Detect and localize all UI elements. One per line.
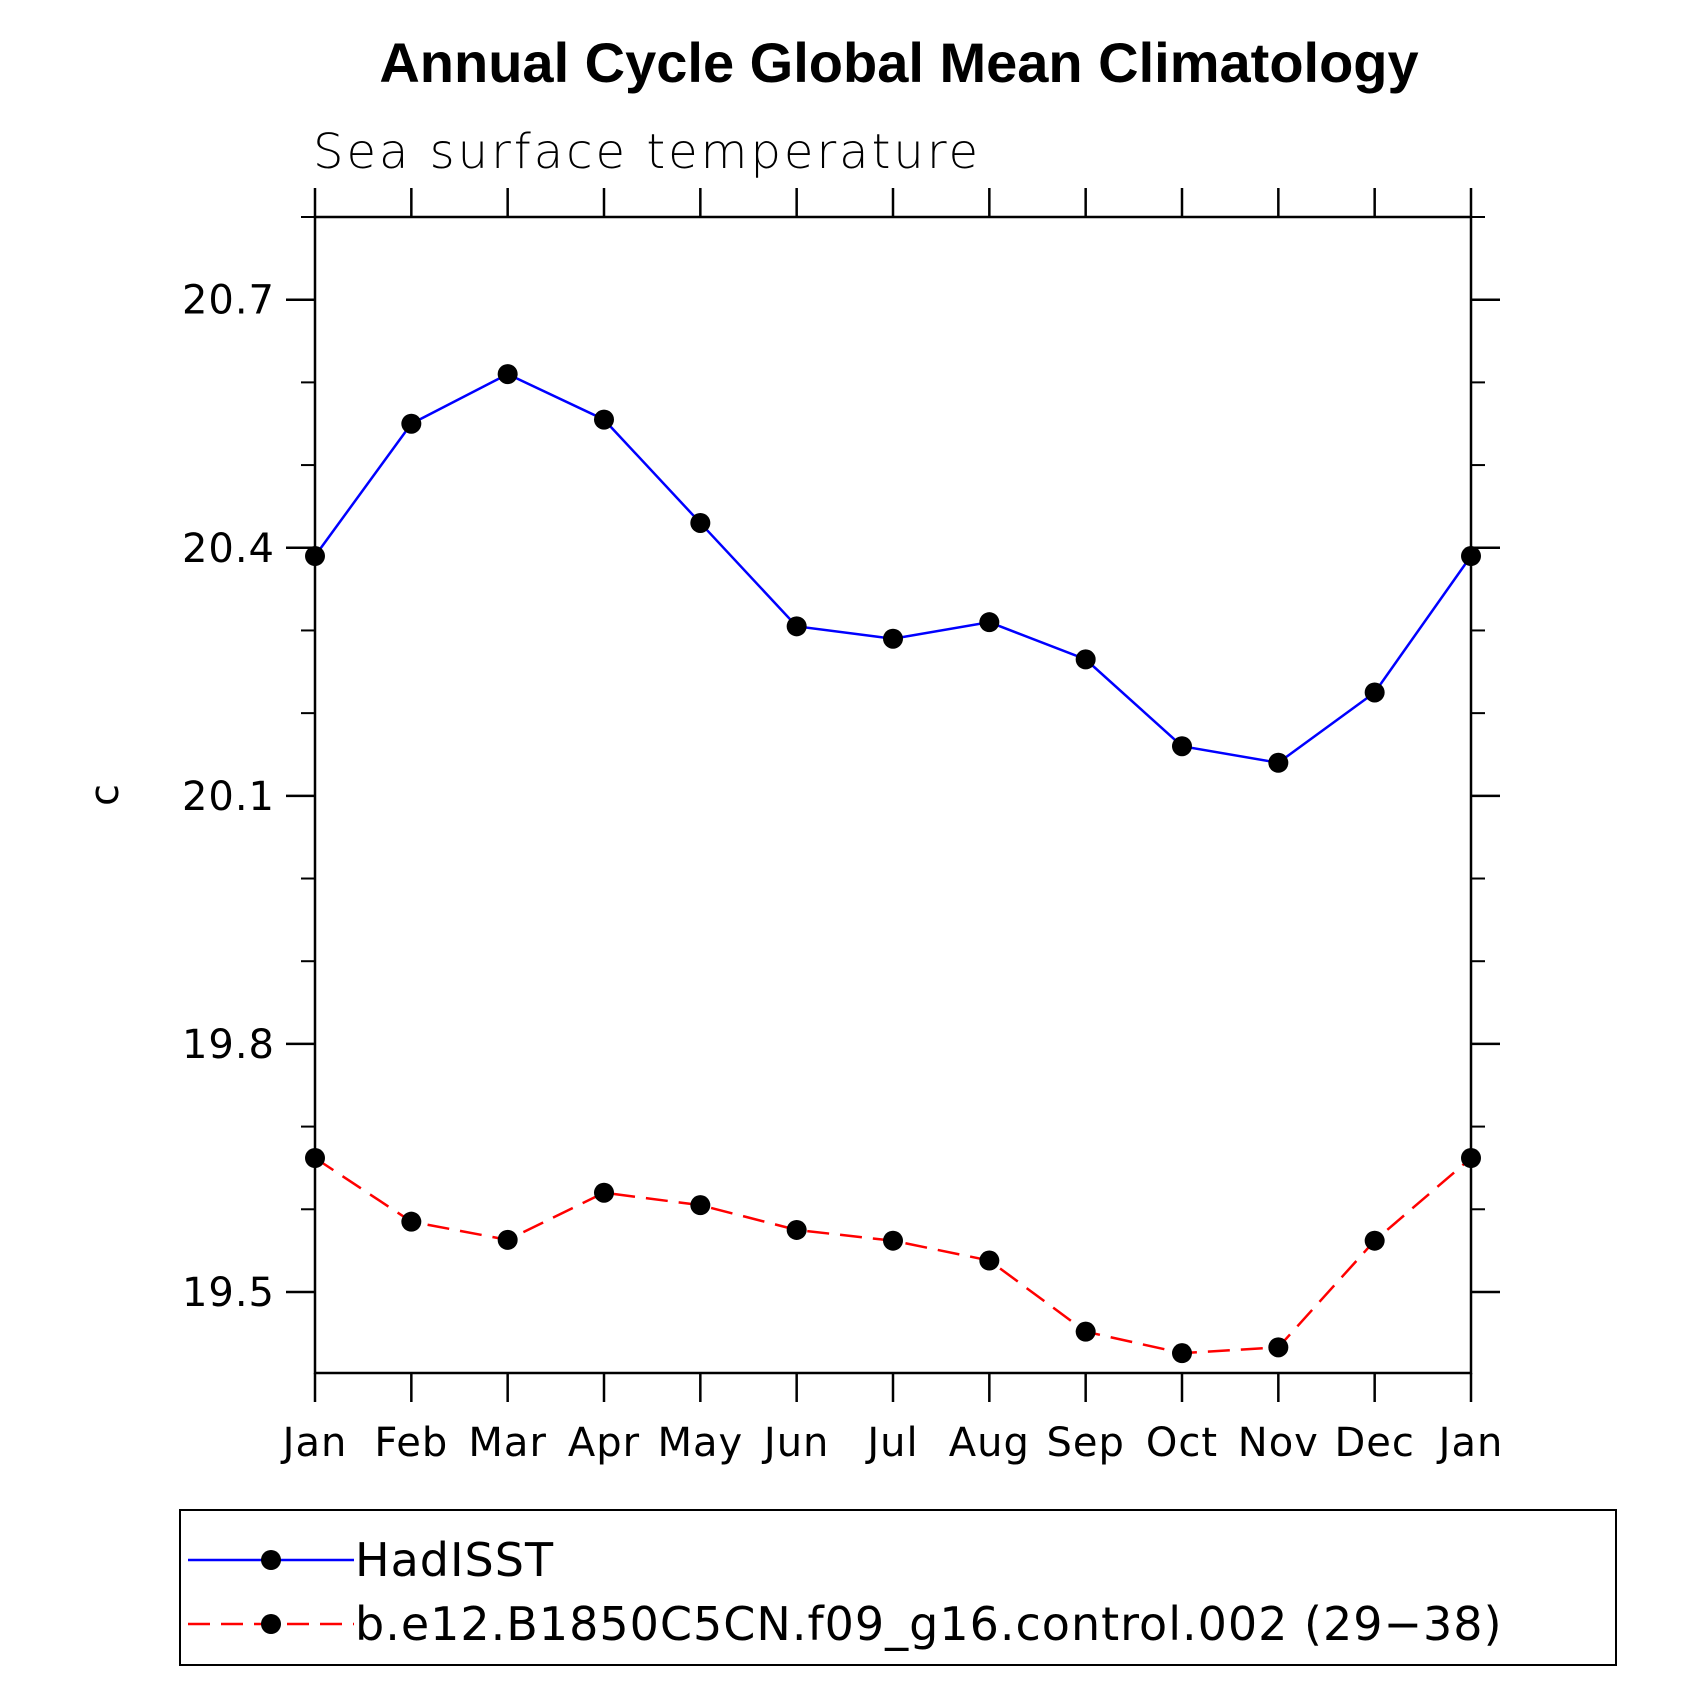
data-point <box>883 628 903 649</box>
data-point <box>594 1182 614 1203</box>
data-point <box>1268 752 1289 773</box>
y-tick-label: 19.5 <box>182 1270 275 1316</box>
data-point <box>979 1250 1000 1271</box>
x-tick-label: Aug <box>949 1420 1030 1466</box>
series-line <box>313 372 1473 765</box>
data-point <box>1268 1337 1289 1358</box>
y-tick-labels: 19.5 19.8 20.1 20.4 20.7 <box>182 278 275 1316</box>
data-point <box>305 546 325 567</box>
chart-subtitle: Sea surface temperature <box>313 124 981 180</box>
x-tick-label: Jun <box>761 1420 830 1466</box>
legend-marker <box>261 1550 281 1570</box>
data-point <box>883 1230 903 1251</box>
x-tick-label: Oct <box>1146 1420 1218 1466</box>
data-point <box>786 1219 807 1240</box>
data-point <box>1172 736 1192 757</box>
x-tick-label: May <box>657 1420 743 1466</box>
x-tick-label: Mar <box>468 1420 546 1466</box>
y-tick-label: 20.1 <box>182 774 275 820</box>
data-point <box>305 1148 325 1169</box>
chart-title: Annual Cycle Global Mean Climatology <box>379 31 1418 94</box>
x-tick-label: Jul <box>864 1420 918 1466</box>
y-tick-label: 20.7 <box>182 278 275 324</box>
legend-label: b.e12.B1850C5CN.f09_g16.control.002 (29−… <box>355 1597 1503 1651</box>
data-point <box>1172 1343 1192 1364</box>
data-point <box>1075 649 1096 670</box>
data-point <box>401 413 422 434</box>
data-point <box>1461 1148 1481 1169</box>
series-layer <box>305 364 1481 1364</box>
x-tick-labels: Jan Feb Mar Apr May Jun Jul Aug Sep Oct Nov Dec Jan <box>280 1420 1504 1466</box>
legend-marker <box>261 1614 281 1634</box>
y-axis-label: c <box>82 784 128 806</box>
data-point <box>401 1211 422 1232</box>
data-point <box>690 512 711 533</box>
x-tick-label: Jan <box>280 1420 348 1466</box>
data-point <box>1461 546 1481 567</box>
data-point <box>690 1195 711 1216</box>
series-line <box>314 1156 1472 1355</box>
x-tick-label: Feb <box>374 1420 448 1466</box>
data-point <box>786 616 807 637</box>
x-tick-label: Apr <box>568 1420 640 1466</box>
data-point <box>1364 682 1385 703</box>
plot-frame <box>313 215 1473 1375</box>
plot-border <box>313 215 1473 1375</box>
x-tick-label: Nov <box>1238 1420 1319 1466</box>
data-point <box>497 364 518 385</box>
data-point <box>979 612 1000 633</box>
data-point <box>1075 1321 1096 1342</box>
legend-box <box>179 1509 1617 1666</box>
y-tick-label: 20.4 <box>182 526 275 572</box>
y-tick-label: 19.8 <box>182 1022 275 1068</box>
x-tick-label: Dec <box>1334 1420 1414 1466</box>
data-point <box>594 409 614 430</box>
data-point <box>497 1229 518 1250</box>
x-tick-label: Jan <box>1436 1420 1504 1466</box>
axis-ticks <box>286 188 1500 1402</box>
data-point <box>1364 1230 1385 1251</box>
legend-label: HadISST <box>355 1533 554 1587</box>
legend: HadISST b.e12.B1850C5CN.f09_g16.control.0… <box>179 1509 1617 1666</box>
x-tick-label: Sep <box>1046 1420 1124 1466</box>
